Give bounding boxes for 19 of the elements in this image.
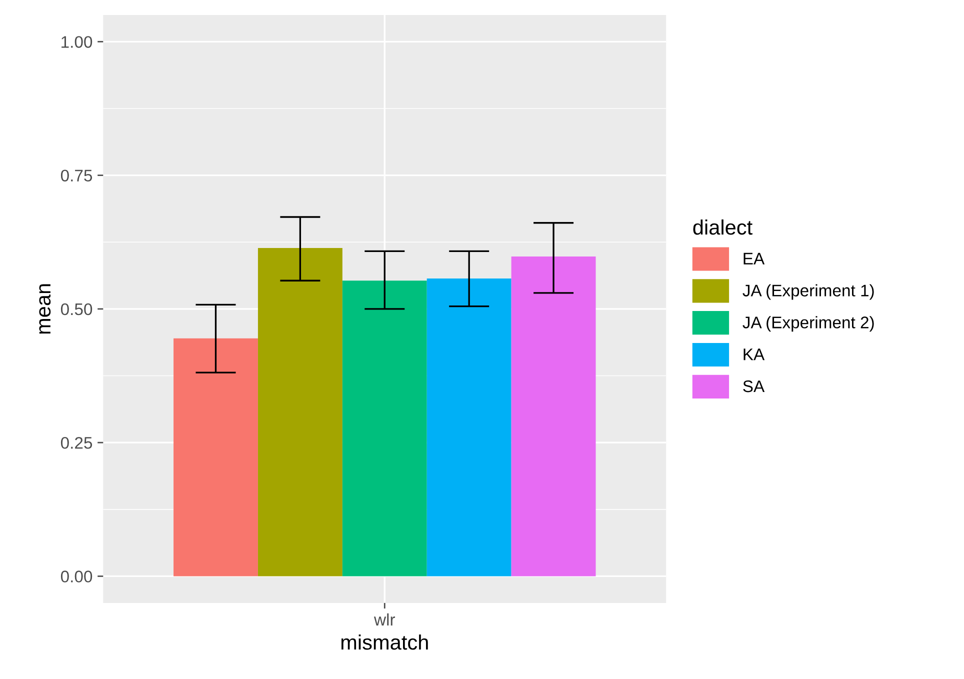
bar bbox=[258, 248, 342, 576]
bar bbox=[174, 338, 258, 576]
x-axis-title: mismatch bbox=[341, 634, 428, 650]
y-tick-label: 0.25 bbox=[60, 436, 92, 449]
y-tick-label: 0.75 bbox=[60, 170, 92, 182]
legend-label: JA (Experiment 2) bbox=[742, 316, 874, 332]
bar bbox=[511, 256, 596, 576]
legend-label: EA bbox=[744, 252, 765, 264]
legend-title: dialect bbox=[693, 219, 752, 235]
legend-label: SA bbox=[743, 380, 765, 392]
x-tick-label: wlr bbox=[374, 613, 396, 626]
legend-label: JA (Experiment 1) bbox=[742, 284, 874, 300]
bar bbox=[426, 278, 512, 576]
y-tick-label: 1.00 bbox=[62, 36, 92, 48]
y-tick-label: 0.00 bbox=[60, 570, 92, 582]
y-axis-title: mean bbox=[39, 284, 51, 334]
bar bbox=[342, 280, 427, 576]
legend-label: KA bbox=[744, 348, 765, 360]
y-tick-label: 0.50 bbox=[60, 303, 92, 316]
